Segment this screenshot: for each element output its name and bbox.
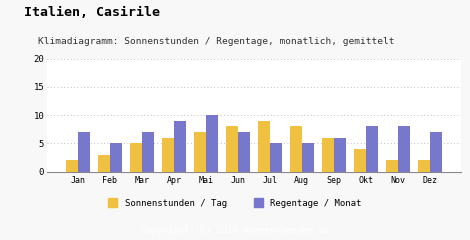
Bar: [417, 160, 430, 172]
Text: Italien, Casirile: Italien, Casirile: [24, 6, 159, 19]
Text: Copyright (C) 2010 sonnenlaender.de: Copyright (C) 2010 sonnenlaender.de: [141, 226, 329, 235]
Bar: [366, 126, 378, 172]
Bar: [66, 160, 78, 172]
Bar: [174, 121, 186, 172]
Bar: [258, 121, 270, 172]
Bar: [353, 149, 366, 172]
Text: Klimadiagramm: Sonnenstunden / Regentage, monatlich, gemittelt: Klimadiagramm: Sonnenstunden / Regentage…: [38, 37, 394, 46]
Legend: Sonnenstunden / Tag, Regentage / Monat: Sonnenstunden / Tag, Regentage / Monat: [106, 196, 364, 210]
Bar: [385, 160, 398, 172]
Bar: [430, 132, 442, 172]
Bar: [270, 144, 282, 172]
Bar: [162, 138, 174, 172]
Bar: [78, 132, 90, 172]
Bar: [334, 138, 346, 172]
Bar: [194, 132, 206, 172]
Bar: [110, 144, 122, 172]
Bar: [142, 132, 154, 172]
Bar: [226, 126, 238, 172]
Bar: [130, 144, 142, 172]
Bar: [98, 155, 110, 172]
Bar: [238, 132, 250, 172]
Bar: [206, 115, 218, 172]
Bar: [398, 126, 410, 172]
Bar: [302, 144, 314, 172]
Bar: [321, 138, 334, 172]
Bar: [290, 126, 302, 172]
